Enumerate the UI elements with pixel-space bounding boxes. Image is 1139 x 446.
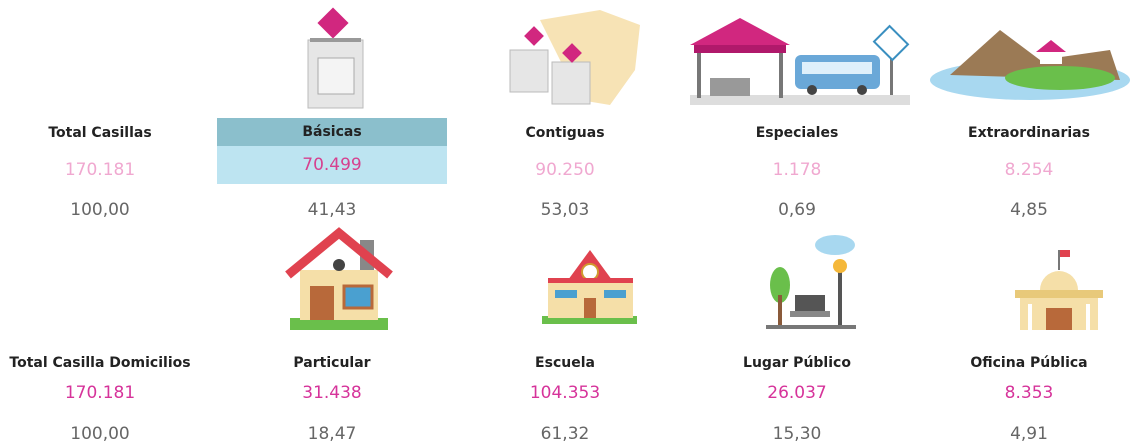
group-value: 90.250 [535,160,595,180]
group-value: 8.254 [1004,160,1054,180]
group-percent: 41,43 [307,200,357,220]
icon-extraordinarias [930,30,1130,100]
group-value: 70.499 [217,146,447,184]
group-value: 170.181 [64,383,136,403]
icon-especiales [690,18,910,105]
group-percent: 15,30 [772,424,822,444]
group-label: Extraordinarias [968,125,1090,141]
group-value: 26.037 [767,383,827,403]
group-percent: 4,85 [1010,200,1048,220]
group-label: Particular [293,355,371,371]
icon-oficina-publica [1015,250,1103,330]
icon-lugar-publico [766,235,856,329]
group-percent: 0,69 [778,200,816,220]
icon-contiguas [509,10,640,105]
icon-escuela [542,250,637,324]
group-label: Escuela [535,355,595,371]
group-label: Total Casilla Domicilios [9,355,191,371]
icon-particular [285,227,393,330]
group-value: 104.353 [529,383,601,403]
group-percent: 61,32 [540,424,590,444]
icon-basicas [307,7,364,109]
group-value: 1.178 [772,160,822,180]
group-value: 170.181 [64,160,136,180]
group-label: Especiales [755,125,839,141]
group-label: Oficina Pública [970,355,1088,371]
group-label: Básicas [217,118,447,146]
group-percent: 18,47 [307,424,357,444]
group-percent: 53,03 [540,200,590,220]
group-percent: 100,00 [70,200,130,220]
group-label: Contiguas [525,125,605,141]
group-label: Lugar Público [743,355,851,371]
group-value: 31.438 [302,383,362,403]
group-label: Total Casillas [48,125,152,141]
group-percent: 100,00 [70,424,130,444]
group-percent: 4,91 [1010,424,1048,444]
group-value: 8.353 [1004,383,1054,403]
